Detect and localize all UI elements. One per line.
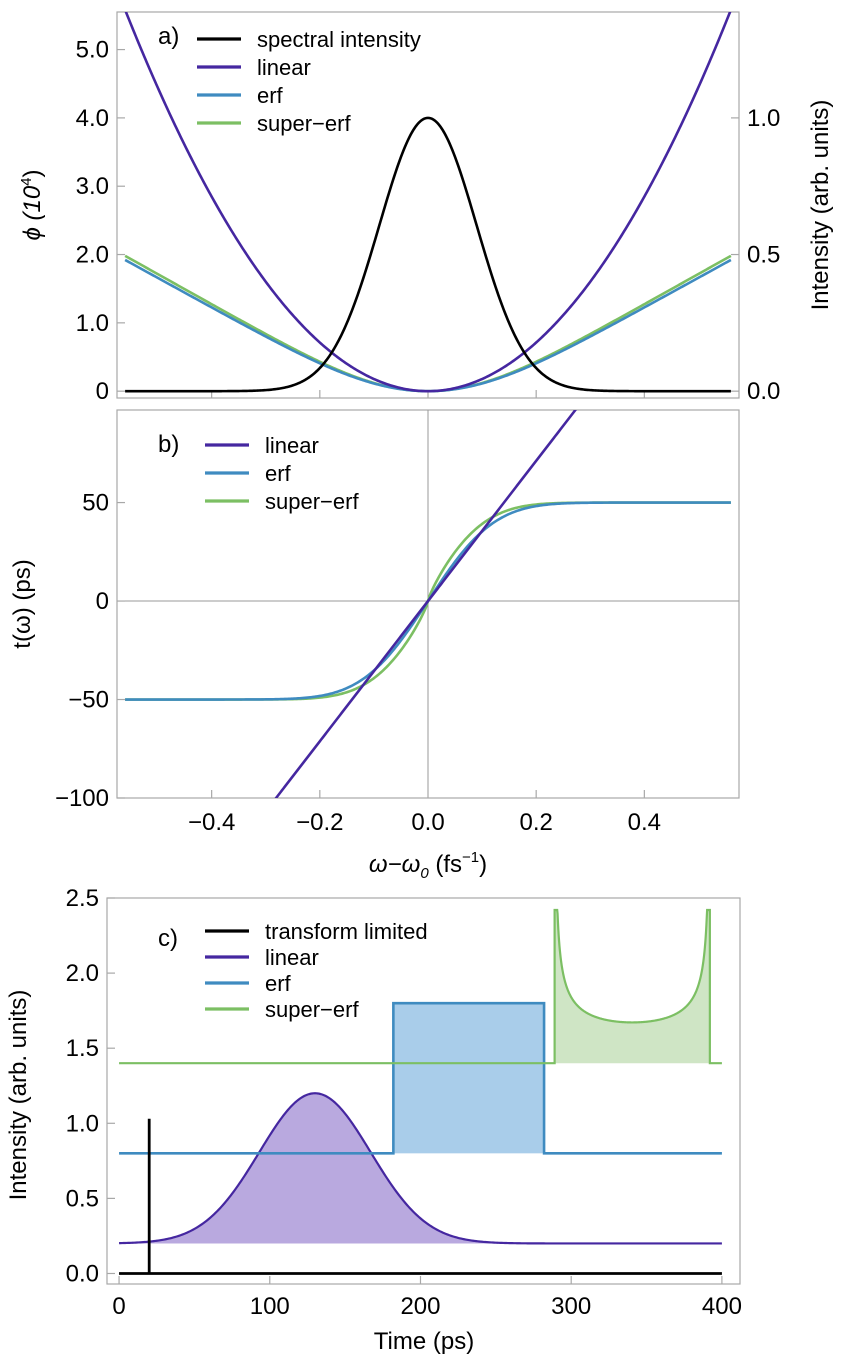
- panel-b-series-linear: [274, 410, 578, 798]
- panel-b-ytick-label: −100: [55, 785, 109, 812]
- panel-b-xtick-label: 0.2: [519, 809, 552, 836]
- panel-a-ticks: 0 1.0 2.0 3.0 4.0 5.0 0.0 0.5 1.0: [76, 37, 781, 406]
- panel-c-xtick-label: 100: [250, 1293, 290, 1320]
- panel-b-xlabel-end: ): [479, 851, 487, 878]
- panel-c-ylabel: Intensity (arb. units): [5, 990, 32, 1201]
- panel-a: 0 1.0 2.0 3.0 4.0 5.0 0.0 0.5 1.0 a) spectral in…: [18, 11, 834, 406]
- panel-b-ticks: −100 −50 0 50 −0.4 −0.2 0.0 0.2 0.4: [55, 410, 739, 836]
- panel-c-series-super_erf: [119, 908, 722, 1065]
- panel-b-ytick-label: −50: [68, 687, 109, 714]
- panel-c-ticks: 0.0 0.5 1.0 1.5 2.0 2.5 0 100 200 300 400: [66, 885, 742, 1320]
- panel-b-xlabel: ω−ω0 (fs−1): [369, 849, 487, 882]
- panel-a-ytick-label: 3.0: [76, 173, 109, 200]
- panel-a-ylabel-sup: 4: [18, 177, 35, 185]
- panel-b-xtick-label: 0.0: [411, 809, 444, 836]
- panel-a-ylabel-prefix: ϕ (10: [19, 185, 46, 240]
- panel-c-fill-linear: [119, 1093, 722, 1244]
- panel-a-y2tick-label: 0.5: [747, 242, 780, 269]
- panel-a-legend: spectral intensity linear erf super−erf: [197, 27, 421, 136]
- panel-b-xlabel-sup: −1: [462, 849, 479, 866]
- panel-c-ytick-label: 0.5: [66, 1185, 99, 1212]
- panel-b-xtick-label: −0.2: [296, 809, 343, 836]
- panel-a-ytick-label: 1.0: [76, 310, 109, 337]
- panel-b-legend-label-linear: linear: [265, 433, 319, 458]
- panel-a-label: a): [158, 23, 179, 50]
- panel-a-y2tick-label: 0.0: [747, 378, 780, 405]
- panel-b-legend-label-erf: erf: [265, 461, 292, 486]
- panel-c-ytick-label: 2.5: [66, 885, 99, 912]
- panel-c-legend-label-erf: erf: [265, 971, 292, 996]
- panel-c-series-linear: [119, 1092, 722, 1245]
- panel-a-legend-label-erf: erf: [257, 83, 284, 108]
- panel-c-ytick-label: 0.0: [66, 1260, 99, 1287]
- panel-b-xtick-label: −0.4: [188, 809, 235, 836]
- panel-a-ylabel-suffix: ): [19, 169, 46, 177]
- panel-c-fill-erf: [393, 1003, 545, 1154]
- panel-b-xlabel-prefix: ω−ω: [369, 851, 420, 878]
- panel-a-legend-label-linear: linear: [257, 55, 311, 80]
- panel-a-ytick-label: 0: [96, 378, 109, 405]
- panel-b-plot-area: [125, 410, 731, 798]
- panel-c-xlabel: Time (ps): [374, 1328, 474, 1355]
- panel-c-curves: [119, 908, 722, 1275]
- panel-c-legend-label-tl: transform limited: [265, 919, 428, 944]
- panel-c-series-erf: [119, 1001, 722, 1155]
- panel-a-ytick-label: 4.0: [76, 105, 109, 132]
- panel-a-ytick-label: 2.0: [76, 242, 109, 269]
- panel-b-xlabel-suffix: (fs: [429, 851, 462, 878]
- panel-b-label: b): [158, 431, 179, 458]
- panel-a-frame: [116, 11, 740, 399]
- panel-c-fill-super_erf: [554, 910, 710, 1064]
- panel-a-legend-label-spectral: spectral intensity: [257, 27, 421, 52]
- panel-c-ytick-label: 1.0: [66, 1110, 99, 1137]
- panel-b-xtick-label: 0.4: [628, 809, 661, 836]
- panel-a-y2tick-label: 1.0: [747, 105, 780, 132]
- panel-a-series-erf: [124, 258, 732, 393]
- panel-c-xtick-label: 0: [112, 1293, 125, 1320]
- panel-b-curves: [125, 410, 731, 798]
- panel-c-xtick-label: 200: [400, 1293, 440, 1320]
- panel-c-xtick-label: 400: [702, 1293, 742, 1320]
- panel-a-series-super_erf: [124, 254, 732, 393]
- panel-b-ytick-label: 50: [82, 490, 109, 517]
- panel-a-legend-label-super_erf: super−erf: [257, 111, 351, 136]
- panel-c-ytick-label: 2.0: [66, 960, 99, 987]
- panel-a-ytick-label: 5.0: [76, 37, 109, 64]
- panel-c-legend-label-linear: linear: [265, 945, 319, 970]
- panel-a-ylabel: ϕ (104): [18, 169, 46, 240]
- panel-b-ytick-label: 0: [96, 588, 109, 615]
- panel-c-frame: [106, 897, 741, 1285]
- panel-a-curves: [124, 12, 732, 393]
- panel-a-plot-area: [124, 12, 732, 393]
- panel-c-ytick-label: 1.5: [66, 1035, 99, 1062]
- panel-b-legend: linear erf super−erf: [205, 433, 359, 514]
- panel-a-y2label: Intensity (arb. units): [807, 100, 834, 311]
- panel-a-series-linear: [124, 12, 732, 393]
- panel-b-xlabel-sub: 0: [420, 865, 429, 882]
- panel-c-label: c): [158, 925, 178, 952]
- panel-a-series-spectral: [125, 116, 731, 393]
- panel-b: −100 −50 0 50 −0.4 −0.2 0.0 0.2 0.4 b) linear erf…: [9, 409, 740, 882]
- panel-b-ylabel: t(ω) (ps): [9, 559, 36, 648]
- panel-c-legend-label-super_erf: super−erf: [265, 997, 359, 1022]
- panel-c-xtick-label: 300: [551, 1293, 591, 1320]
- panel-c: 0.0 0.5 1.0 1.5 2.0 2.5 0 100 200 300 400 c) trans…: [5, 885, 742, 1355]
- panel-b-legend-label-super_erf: super−erf: [265, 489, 359, 514]
